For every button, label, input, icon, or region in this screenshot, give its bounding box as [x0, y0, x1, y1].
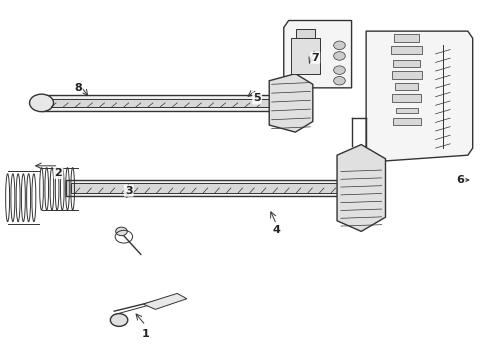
Text: 4: 4: [272, 225, 280, 235]
Bar: [393, 60, 420, 67]
Text: 7: 7: [311, 53, 319, 63]
Circle shape: [116, 227, 127, 236]
Polygon shape: [71, 183, 347, 193]
Text: 1: 1: [142, 329, 149, 339]
Circle shape: [334, 52, 345, 60]
Bar: [296, 30, 315, 38]
Text: 5: 5: [253, 94, 261, 103]
Polygon shape: [66, 180, 356, 196]
Text: 8: 8: [74, 83, 82, 93]
Bar: [396, 108, 417, 113]
Polygon shape: [47, 99, 274, 107]
Bar: [291, 38, 320, 74]
Bar: [392, 118, 420, 125]
Polygon shape: [42, 95, 279, 111]
Circle shape: [29, 94, 53, 112]
Circle shape: [334, 41, 345, 50]
Circle shape: [334, 77, 345, 85]
Polygon shape: [284, 21, 352, 88]
Polygon shape: [269, 74, 313, 132]
Polygon shape: [337, 145, 386, 231]
Text: 2: 2: [54, 168, 62, 178]
Text: 6: 6: [457, 175, 465, 185]
Text: 3: 3: [125, 186, 133, 195]
Bar: [395, 83, 418, 90]
Circle shape: [110, 314, 128, 327]
Circle shape: [334, 66, 345, 75]
Bar: [391, 46, 422, 54]
Bar: [392, 94, 421, 102]
Bar: [394, 34, 419, 42]
Polygon shape: [366, 31, 473, 162]
Bar: [392, 71, 421, 79]
Polygon shape: [143, 293, 187, 309]
